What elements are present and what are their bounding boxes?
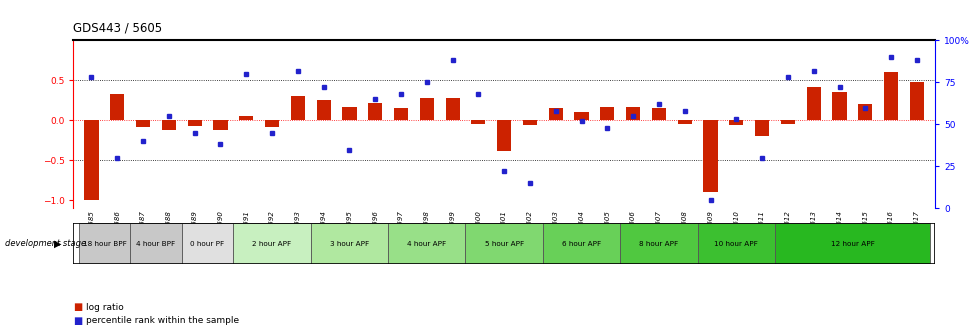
Text: 2 hour APF: 2 hour APF xyxy=(252,241,291,247)
Bar xyxy=(780,120,794,124)
FancyBboxPatch shape xyxy=(465,223,543,264)
Bar xyxy=(111,94,124,120)
FancyBboxPatch shape xyxy=(182,223,233,264)
Bar xyxy=(136,120,150,127)
Bar xyxy=(265,120,279,127)
Text: GDS443 / 5605: GDS443 / 5605 xyxy=(73,22,162,35)
Bar xyxy=(213,120,227,130)
FancyBboxPatch shape xyxy=(697,223,775,264)
Bar xyxy=(316,100,331,120)
Text: 4 hour APF: 4 hour APF xyxy=(407,241,446,247)
Text: percentile rank within the sample: percentile rank within the sample xyxy=(86,317,239,325)
FancyBboxPatch shape xyxy=(543,223,620,264)
Bar xyxy=(625,107,640,120)
Bar xyxy=(368,103,382,120)
Text: 10 hour APF: 10 hour APF xyxy=(714,241,757,247)
Bar xyxy=(858,104,871,120)
Bar xyxy=(393,108,408,120)
Bar xyxy=(600,107,614,120)
Text: 18 hour BPF: 18 hour BPF xyxy=(82,241,126,247)
Text: 12 hour APF: 12 hour APF xyxy=(829,241,873,247)
FancyBboxPatch shape xyxy=(775,223,929,264)
Bar xyxy=(909,82,923,120)
Text: 8 hour APF: 8 hour APF xyxy=(639,241,678,247)
FancyBboxPatch shape xyxy=(233,223,310,264)
Bar xyxy=(703,120,717,192)
Text: ■: ■ xyxy=(73,302,82,312)
Bar xyxy=(806,87,820,120)
Text: 4 hour BPF: 4 hour BPF xyxy=(136,241,175,247)
Bar xyxy=(84,120,99,200)
Text: 5 hour APF: 5 hour APF xyxy=(484,241,523,247)
Text: 3 hour APF: 3 hour APF xyxy=(330,241,369,247)
Text: development stage: development stage xyxy=(5,239,86,248)
Text: 0 hour PF: 0 hour PF xyxy=(191,241,224,247)
Bar xyxy=(522,120,537,125)
Bar xyxy=(445,98,460,120)
FancyBboxPatch shape xyxy=(387,223,465,264)
Bar xyxy=(574,112,588,120)
Bar xyxy=(420,98,433,120)
Bar xyxy=(677,120,691,124)
Bar xyxy=(188,120,201,126)
Text: log ratio: log ratio xyxy=(86,303,124,312)
Bar xyxy=(290,96,304,120)
FancyBboxPatch shape xyxy=(620,223,697,264)
Text: 6 hour APF: 6 hour APF xyxy=(561,241,600,247)
Bar xyxy=(470,120,485,124)
Bar xyxy=(548,108,562,120)
Text: ■: ■ xyxy=(73,316,82,326)
Bar xyxy=(651,108,665,120)
Bar xyxy=(342,107,356,120)
FancyBboxPatch shape xyxy=(310,223,387,264)
FancyBboxPatch shape xyxy=(78,223,130,264)
FancyBboxPatch shape xyxy=(130,223,182,264)
Bar xyxy=(754,120,769,136)
Bar xyxy=(831,92,846,120)
Bar xyxy=(161,120,176,130)
Bar xyxy=(497,120,511,151)
Text: ▶: ▶ xyxy=(54,239,62,249)
Bar xyxy=(883,72,897,120)
Bar xyxy=(239,116,253,120)
Bar xyxy=(729,120,742,125)
